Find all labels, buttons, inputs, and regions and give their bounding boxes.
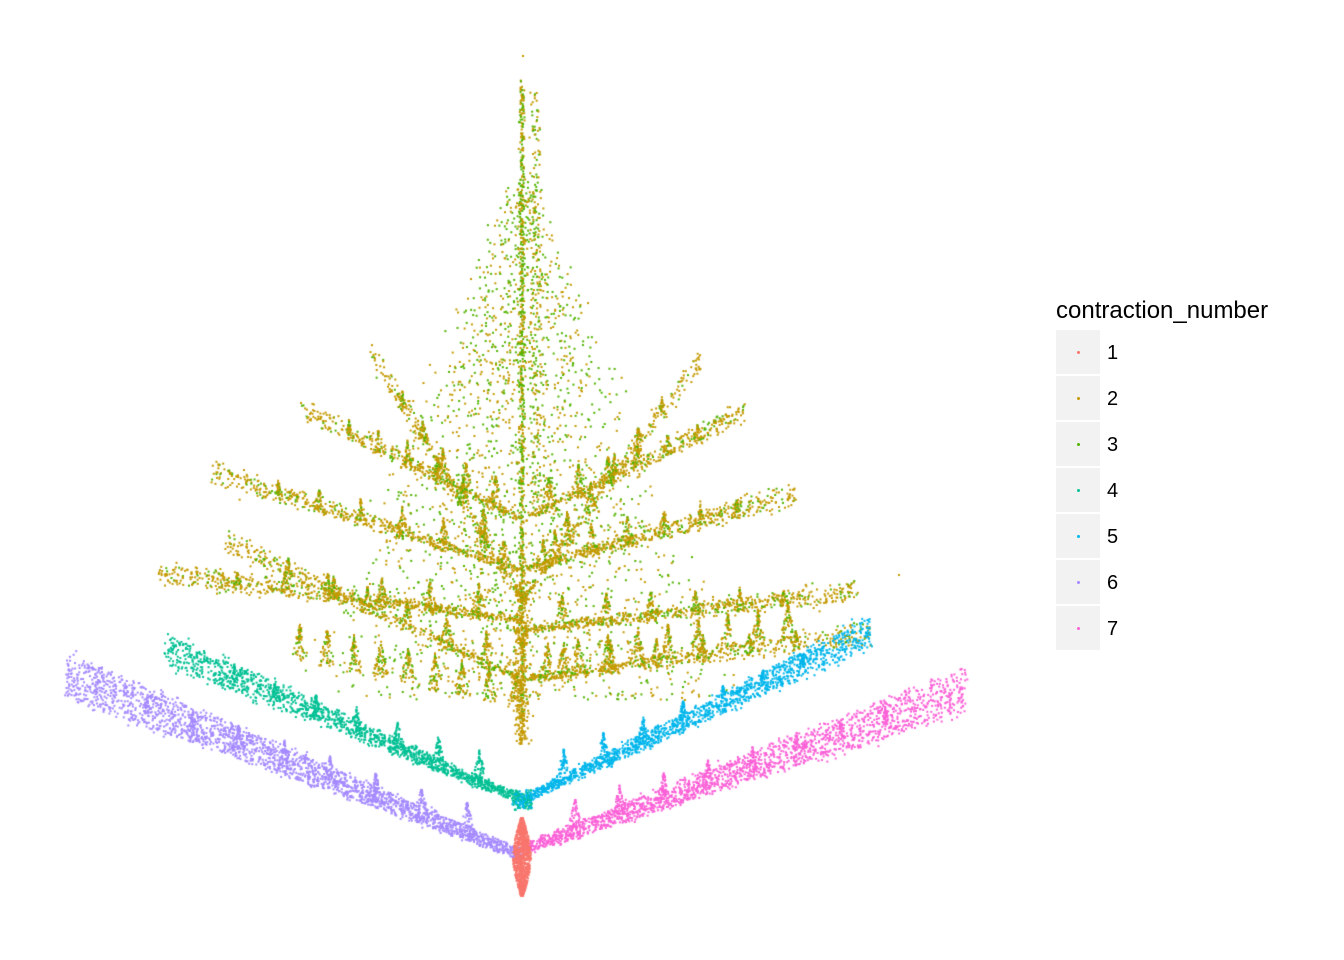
legend-items: 1 2 3 4 5 6 7 <box>1056 330 1268 652</box>
legend-label: 5 <box>1107 525 1119 548</box>
legend-key <box>1056 560 1100 604</box>
legend-point-icon <box>1077 489 1080 492</box>
legend-item: 3 <box>1056 422 1268 468</box>
legend: contraction_number 1 2 3 4 5 6 7 <box>1056 296 1268 652</box>
legend-label: 1 <box>1107 341 1119 364</box>
legend-label: 3 <box>1107 433 1119 456</box>
legend-item: 2 <box>1056 376 1268 422</box>
legend-label: 7 <box>1107 617 1119 640</box>
legend-item: 4 <box>1056 468 1268 514</box>
legend-point-icon <box>1077 535 1080 538</box>
legend-key <box>1056 514 1100 558</box>
legend-label: 4 <box>1107 479 1119 502</box>
legend-label: 2 <box>1107 387 1119 410</box>
legend-key <box>1056 376 1100 420</box>
legend-key <box>1056 468 1100 512</box>
legend-key <box>1056 422 1100 466</box>
legend-key <box>1056 606 1100 650</box>
legend-key <box>1056 330 1100 374</box>
legend-point-icon <box>1077 627 1080 630</box>
legend-item: 6 <box>1056 560 1268 606</box>
legend-point-icon <box>1077 443 1080 446</box>
legend-point-icon <box>1077 581 1080 584</box>
legend-item: 7 <box>1056 606 1268 652</box>
legend-title: contraction_number <box>1056 297 1269 324</box>
legend-point-icon <box>1077 397 1080 400</box>
legend-label: 6 <box>1107 571 1119 594</box>
legend-point-icon <box>1077 351 1080 354</box>
legend-item: 1 <box>1056 330 1268 376</box>
legend-item: 5 <box>1056 514 1268 560</box>
